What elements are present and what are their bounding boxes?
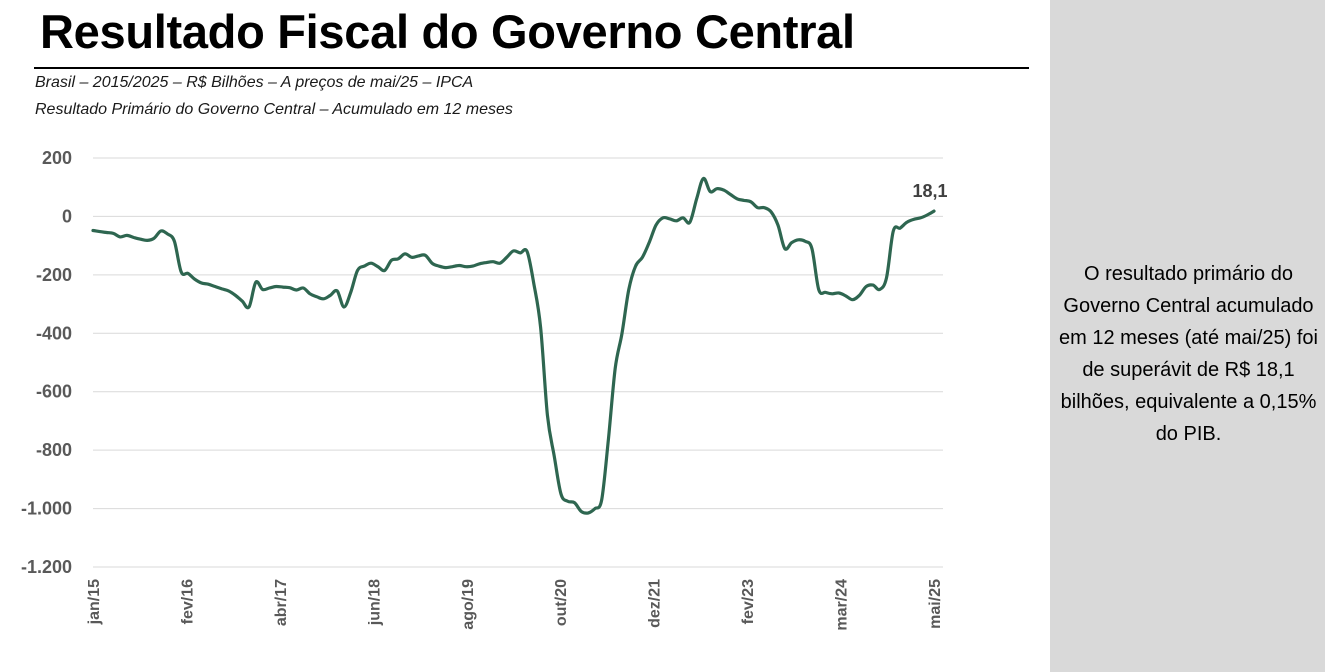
x-tick-label: mar/24: [834, 579, 851, 631]
data-labels: 18,1: [912, 181, 947, 201]
x-tick-label: dez/21: [647, 579, 664, 628]
y-tick-label: -1.000: [21, 499, 72, 519]
x-tick-label: abr/17: [273, 579, 290, 626]
x-tick-label: ago/19: [460, 579, 477, 630]
x-tick-label: out/20: [553, 579, 570, 626]
series-layer: [91, 176, 936, 515]
chart-subtitle-series: Resultado Primário do Governo Central – …: [35, 101, 513, 118]
y-tick-label: -800: [36, 440, 72, 460]
series-line-resultado-primario: [91, 176, 936, 515]
y-tick-label: -600: [36, 382, 72, 402]
line-chart: 200 0 -200 -400 -600 -800 -1.000 -1.200 jan/15 f…: [21, 148, 948, 631]
end-value-label: 18,1: [912, 181, 947, 201]
y-tick-label: 200: [42, 148, 72, 168]
x-tick-label: fev/23: [740, 579, 757, 624]
y-tick-label: -400: [36, 323, 72, 343]
y-tick-label: -200: [36, 265, 72, 285]
x-tick-label: mai/25: [927, 579, 944, 629]
y-tick-label: -1.200: [21, 557, 72, 577]
x-tick-label: fev/16: [179, 579, 196, 624]
page-title: Resultado Fiscal do Governo Central: [40, 5, 855, 58]
y-axis-ticks: 200 0 -200 -400 -600 -800 -1.000 -1.200: [21, 148, 72, 577]
title-divider: [34, 67, 1029, 69]
chart-subtitle-source: Brasil – 2015/2025 – R$ Bilhões – A preç…: [35, 74, 474, 91]
side-note-text: O resultado primário do Governo Central …: [1059, 263, 1318, 445]
y-tick-label: 0: [62, 206, 72, 226]
x-axis-ticks: jan/15 fev/16 abr/17 jun/18 ago/19 out/20 dez/…: [86, 579, 944, 631]
side-panel: [1050, 0, 1325, 672]
gridlines: [93, 157, 943, 568]
x-tick-label: jun/18: [366, 579, 383, 626]
x-tick-label: jan/15: [86, 579, 103, 625]
